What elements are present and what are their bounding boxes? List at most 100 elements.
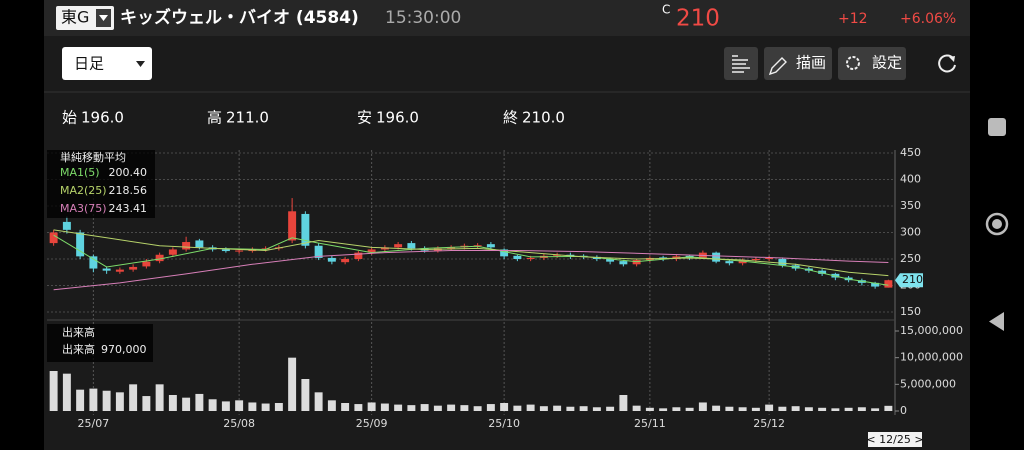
volume-bar [473, 406, 482, 411]
volume-bar [208, 399, 217, 411]
y-tick-label: 450 [900, 146, 921, 159]
candle-body [62, 221, 71, 230]
candle-body [751, 259, 760, 261]
cursor-date: < 12/25 > [866, 433, 923, 446]
ohlc-label: 安 [357, 109, 372, 127]
volume-bar [632, 405, 641, 411]
nav-recent[interactable] [988, 118, 1006, 136]
candle-body [195, 240, 204, 248]
volume-bar [738, 407, 747, 411]
volume-tick-label: 5,000,000 [900, 377, 956, 390]
y-tick-label: 350 [900, 199, 921, 212]
legend-name: MA3(75) [60, 202, 107, 215]
volume-bar [460, 405, 469, 411]
candle-body [526, 257, 535, 259]
candle-body [619, 261, 628, 265]
candle-body [89, 256, 98, 269]
volume-bar [791, 406, 800, 411]
price: 210 [676, 6, 720, 32]
candle-body [288, 211, 297, 241]
x-tick-label: 25/11 [634, 417, 666, 430]
legend-name: MA2(25) [60, 184, 107, 197]
x-tick-label: 25/09 [356, 417, 388, 430]
candle-body [884, 280, 893, 288]
nav-home[interactable] [985, 212, 1009, 236]
legend-value: 218.56 [109, 184, 148, 197]
draw-button[interactable] [764, 47, 832, 80]
volume-bar [566, 406, 575, 411]
volume-bar [274, 403, 283, 411]
volume-bar [553, 405, 562, 411]
volume-bar [645, 407, 654, 411]
volume-bar [261, 403, 270, 411]
header-bar [44, 0, 970, 36]
change-pct: +6.06% [900, 11, 956, 27]
nav-back[interactable] [989, 312, 1004, 331]
legend-value: 200.40 [109, 166, 148, 179]
ohlc-label: 始 [62, 109, 77, 127]
volume-bar [142, 396, 151, 411]
candle-body [553, 254, 562, 256]
volume-bar [606, 406, 615, 411]
stock-name: キッズウェル・バイオ (4584) [120, 7, 359, 28]
legend-value: 243.41 [109, 202, 148, 215]
change: +12 [838, 11, 868, 27]
time: 15:30:00 [385, 8, 461, 28]
moving-average-line [53, 229, 889, 277]
legend-title: 単純移動平均 [60, 150, 126, 164]
volume-bar [49, 371, 58, 411]
volume-bar [672, 407, 681, 411]
nav-home-dot [992, 219, 1002, 229]
volume-bar [831, 408, 840, 411]
settings-button[interactable] [838, 47, 906, 80]
volume-bar [765, 404, 774, 411]
candle-body [168, 249, 177, 255]
candle-body [221, 249, 230, 252]
volume-bar [513, 405, 522, 411]
price-badge-label: 210 [902, 273, 923, 286]
candle-body [182, 242, 191, 250]
volume-bar [195, 393, 204, 411]
volume-bar [394, 404, 403, 411]
volume-bar [168, 395, 177, 411]
candle-body [155, 254, 164, 262]
chart: 25/0725/0825/0925/1025/1125/121502002503… [47, 146, 963, 430]
candle-body [142, 261, 151, 267]
volume-bar [115, 392, 124, 411]
refresh-icon[interactable] [938, 54, 956, 73]
candle-body [115, 269, 124, 272]
volume-tick-label: 0 [900, 404, 907, 417]
volume-bar [380, 403, 389, 411]
candle-body [49, 232, 58, 244]
pencil-icon [768, 57, 787, 76]
volume-bar [698, 402, 707, 411]
candle-body [765, 257, 774, 259]
period-dropdown[interactable] [62, 47, 152, 80]
legend-box [47, 150, 155, 218]
candle-body [76, 232, 85, 257]
candle-body [500, 249, 509, 257]
volume-title: 出来高 [62, 325, 95, 339]
volume-bar [301, 379, 310, 411]
volume-bar [248, 402, 257, 411]
volume-bar [500, 403, 509, 411]
period-label: 日足 [74, 55, 104, 73]
volume-bar [367, 402, 376, 411]
volume-bar [433, 405, 442, 411]
volume-bar [592, 407, 601, 411]
volume-bar [182, 397, 191, 411]
volume-tick-label: 15,000,000 [900, 324, 963, 337]
ohlc-label: 高 [207, 109, 222, 127]
close-mark: C [662, 3, 670, 17]
ohlc-value: 196.0 [376, 109, 419, 127]
candle-body [447, 247, 456, 249]
draw-label: 描画 [796, 54, 826, 72]
volume-bar [407, 405, 416, 411]
volume-legend-box [47, 324, 153, 362]
candle-body [632, 260, 641, 265]
volume-bar [712, 405, 721, 411]
volume-bar [314, 392, 323, 411]
x-tick-label: 25/10 [488, 417, 520, 430]
ohlc-label: 終 [503, 109, 518, 127]
